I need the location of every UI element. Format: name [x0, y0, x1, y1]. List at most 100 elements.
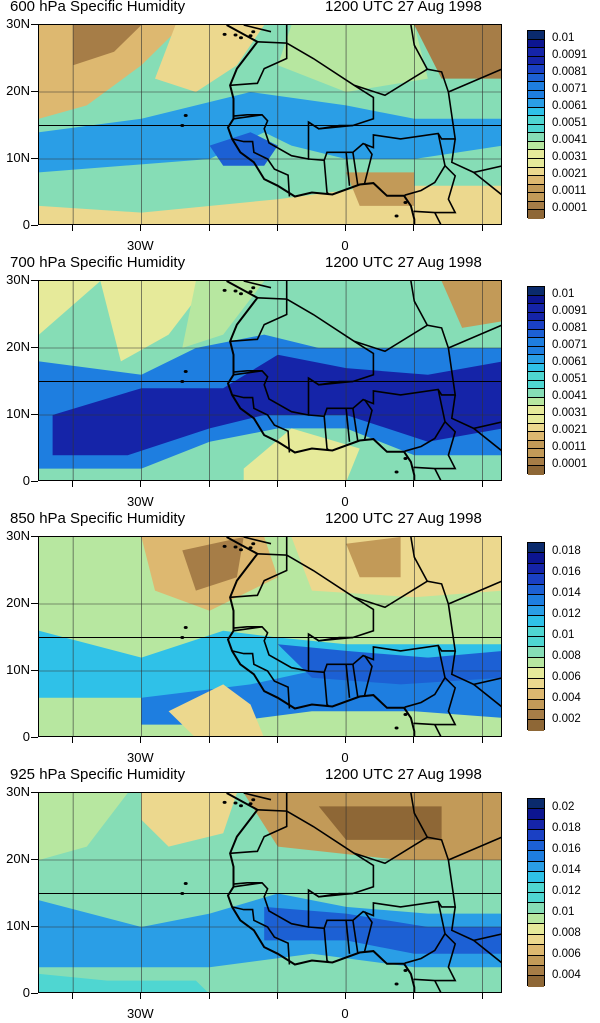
- colorbar-label: 0.008: [552, 649, 581, 662]
- island: [403, 969, 408, 973]
- lat-tick: [31, 926, 38, 927]
- country-border: [230, 553, 288, 599]
- colorbar-swatch: [528, 809, 544, 820]
- country-border: [323, 416, 330, 452]
- colorbar-label: 0.01: [552, 31, 575, 44]
- lon-tick: [72, 993, 74, 999]
- colorbar-swatch: [528, 338, 544, 347]
- lat-tick: [31, 481, 38, 482]
- contour-region: [346, 537, 401, 578]
- map-canvas: [39, 25, 501, 224]
- lon-label: 30W: [126, 1006, 154, 1021]
- colorbar-label: 0.0001: [552, 458, 588, 471]
- colorbar-swatch: [528, 466, 544, 475]
- country-border: [323, 928, 330, 964]
- island: [180, 124, 185, 127]
- panel-time: 1200 UTC 27 Aug 1998: [325, 510, 482, 527]
- coastline: [226, 281, 416, 480]
- country-border: [231, 650, 291, 709]
- panel-3: 850 hPa Specific Humidity 1200 UTC 27 Aug…: [0, 510, 600, 767]
- map-canvas: [39, 537, 501, 736]
- contour-region: [209, 132, 278, 166]
- colorbar-swatch: [528, 563, 544, 575]
- lon-tick: [413, 993, 415, 999]
- lon-label: 30W: [126, 494, 154, 509]
- lat-label: 10N: [6, 662, 30, 677]
- lon-tick: [276, 737, 278, 743]
- colorbar-swatch: [528, 955, 544, 966]
- country-border: [363, 143, 373, 184]
- country-border: [233, 810, 375, 928]
- lon-tick: [140, 993, 142, 999]
- lat-tick: [31, 670, 38, 671]
- colorbar-swatch: [528, 321, 544, 330]
- colorbar-swatch: [528, 924, 544, 935]
- country-border: [308, 836, 457, 930]
- lat-label: 0: [22, 217, 30, 232]
- lon-tick: [481, 225, 483, 231]
- lon-tick: [276, 225, 278, 231]
- humidity-map: [38, 280, 502, 481]
- coastline: [226, 537, 416, 736]
- colorbar-swatch: [528, 903, 544, 914]
- lat-tick: [31, 993, 38, 994]
- colorbar-swatch: [528, 141, 544, 151]
- colorbar-swatch: [528, 584, 544, 596]
- colorbar-label: 0.006: [552, 947, 581, 960]
- contour-region: [168, 684, 264, 736]
- colorbar-label: 0.018: [552, 545, 581, 558]
- colorbar-swatch: [528, 892, 544, 904]
- country-border: [413, 165, 457, 214]
- contour-region: [39, 973, 208, 992]
- country-border: [363, 911, 373, 952]
- country-border: [230, 809, 288, 855]
- colorbar-swatch: [528, 167, 544, 177]
- island: [180, 892, 185, 895]
- panel-time: 1200 UTC 27 Aug 1998: [325, 254, 482, 271]
- colorbar-swatch: [528, 976, 544, 987]
- colorbar-label: 0.006: [552, 670, 581, 683]
- island: [183, 369, 188, 373]
- island: [222, 800, 227, 804]
- country-border: [434, 724, 442, 736]
- colorbar-label: 0.004: [552, 968, 581, 981]
- country-border: [413, 421, 457, 470]
- colorbar-label: 0.0041: [552, 134, 588, 147]
- country-border: [410, 281, 429, 326]
- colorbar-swatch: [528, 406, 544, 415]
- island: [251, 542, 256, 546]
- lat-tick: [31, 792, 38, 793]
- lon-label: 0: [341, 238, 349, 253]
- lon-tick: [481, 737, 483, 743]
- colorbar-swatch: [528, 657, 544, 669]
- country-border: [345, 664, 351, 698]
- colorbar-label: 0.012: [552, 885, 581, 897]
- colorbar-label: 0.016: [552, 566, 581, 579]
- island: [238, 292, 243, 296]
- colorbar-swatch: [528, 414, 544, 424]
- island: [233, 289, 238, 293]
- colorbar-label: 0.0051: [552, 117, 588, 129]
- colorbar-swatch: [528, 616, 544, 627]
- contour-region: [441, 281, 501, 328]
- country-border: [308, 633, 353, 642]
- colorbar-swatch: [528, 201, 544, 211]
- island: [251, 286, 256, 290]
- island: [394, 726, 399, 730]
- colorbar-label: 0.016: [552, 843, 581, 856]
- colorbar-label: 0.018: [552, 822, 581, 835]
- contour-region: [39, 793, 128, 860]
- country-border: [243, 793, 272, 801]
- colorbar-swatch: [528, 432, 544, 441]
- lon-tick: [345, 737, 347, 743]
- lon-tick: [276, 481, 278, 487]
- colorbar-swatch: [528, 626, 544, 637]
- lat-tick: [31, 24, 38, 25]
- colorbar-swatch: [528, 193, 544, 202]
- colorbar-swatch: [528, 605, 544, 617]
- island: [394, 470, 399, 474]
- lat-label: 10N: [6, 918, 30, 933]
- colorbar-swatch: [528, 595, 544, 606]
- colorbar-label: 0.0001: [552, 202, 588, 215]
- country-border: [345, 920, 351, 954]
